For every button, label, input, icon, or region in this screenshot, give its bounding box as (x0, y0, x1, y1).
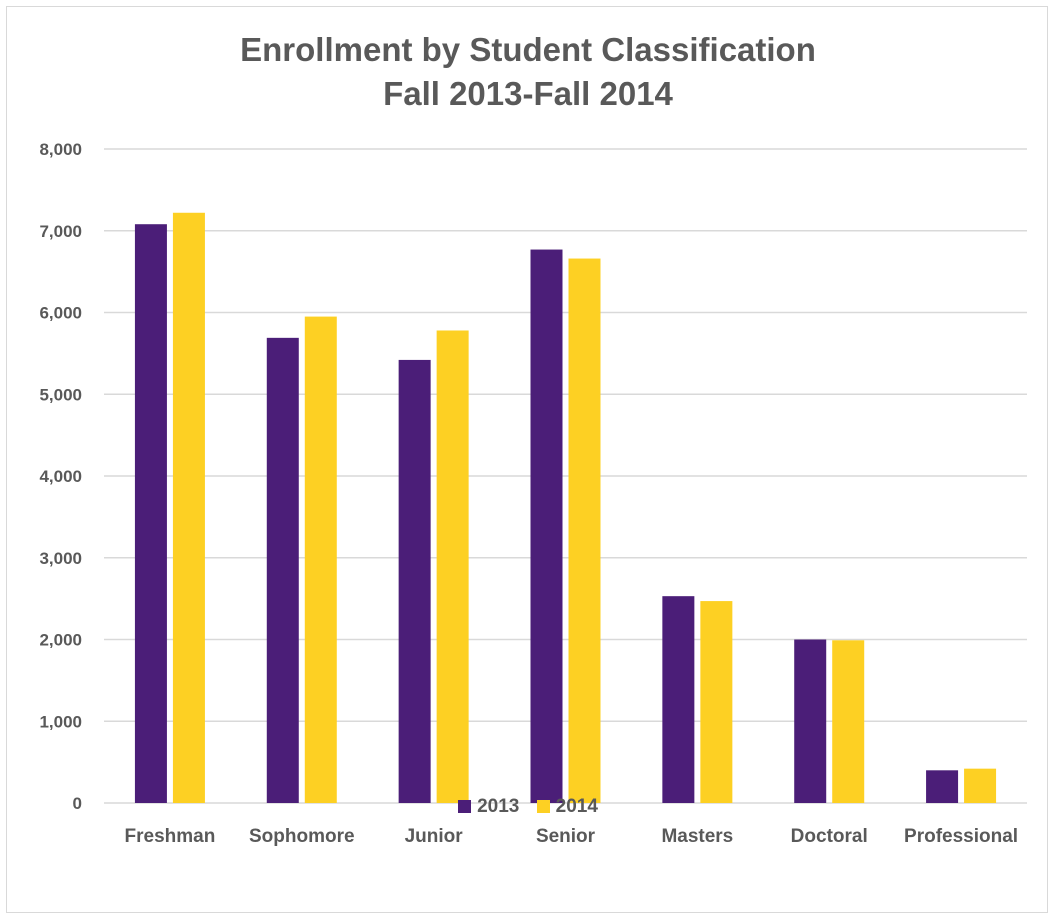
y-tick-label: 0 (73, 794, 82, 813)
x-tick-label-freshman: Freshman (125, 826, 216, 847)
bar-2013-senior (530, 249, 563, 804)
y-tick-label: 5,000 (39, 385, 82, 404)
y-tick-label: 1,000 (39, 712, 82, 731)
y-tick-label: 7,000 (39, 222, 82, 241)
y-tick-label: 4,000 (39, 467, 82, 486)
bar-2014-freshman (172, 212, 205, 803)
y-tick-label: 8,000 (39, 140, 82, 159)
legend-label-series-1: 2013 (477, 796, 520, 817)
y-tick-label: 6,000 (39, 304, 82, 323)
bar-2014-junior (436, 330, 469, 803)
bar-2014-doctoral (832, 640, 865, 803)
chart-title-line-2: Fall 2013-Fall 2014 (383, 75, 673, 112)
bar-2013-junior (398, 359, 431, 803)
legend-item-series-2: 2014 (536, 796, 598, 818)
bar-2013-sophomore (266, 337, 299, 803)
x-tick-label-masters: Masters (661, 826, 733, 847)
bar-2013-doctoral (794, 639, 827, 803)
y-tick-label: 3,000 (39, 549, 82, 568)
bar-2014-professional (964, 768, 997, 803)
gridlines (104, 148, 1027, 804)
bar-2013-masters (662, 596, 695, 803)
legend-swatch-series-1 (458, 800, 472, 813)
y-tick-label: 2,000 (39, 631, 82, 650)
x-tick-label-sophomore: Sophomore (249, 826, 355, 847)
bars (134, 212, 997, 804)
legend-swatch-series-2 (536, 800, 550, 813)
y-axis-tick-labels: 0 1,000 2,000 3,000 4,000 5,000 6,000 7,000 8,00… (39, 140, 82, 813)
bar-2013-professional (926, 770, 959, 803)
x-tick-label-doctoral: Doctoral (791, 826, 868, 847)
legend: 2013 2014 (0, 796, 1056, 818)
bar-2014-senior (568, 258, 601, 803)
bar-2014-sophomore (304, 316, 337, 803)
x-axis-category-labels: Freshman Sophomore Junior Senior Masters Doct… (125, 826, 1019, 847)
chart-title: Enrollment by Student Classification Fal… (0, 28, 1056, 116)
bar-2014-masters (700, 601, 733, 803)
legend-label-series-2: 2014 (555, 796, 598, 817)
legend-item-series-1: 2013 (458, 796, 519, 818)
x-tick-label-senior: Senior (536, 826, 596, 847)
x-tick-label-professional: Professional (904, 826, 1018, 847)
chart-title-line-1: Enrollment by Student Classification (240, 31, 816, 68)
x-tick-label-junior: Junior (405, 826, 464, 847)
bar-2013-freshman (134, 224, 167, 803)
